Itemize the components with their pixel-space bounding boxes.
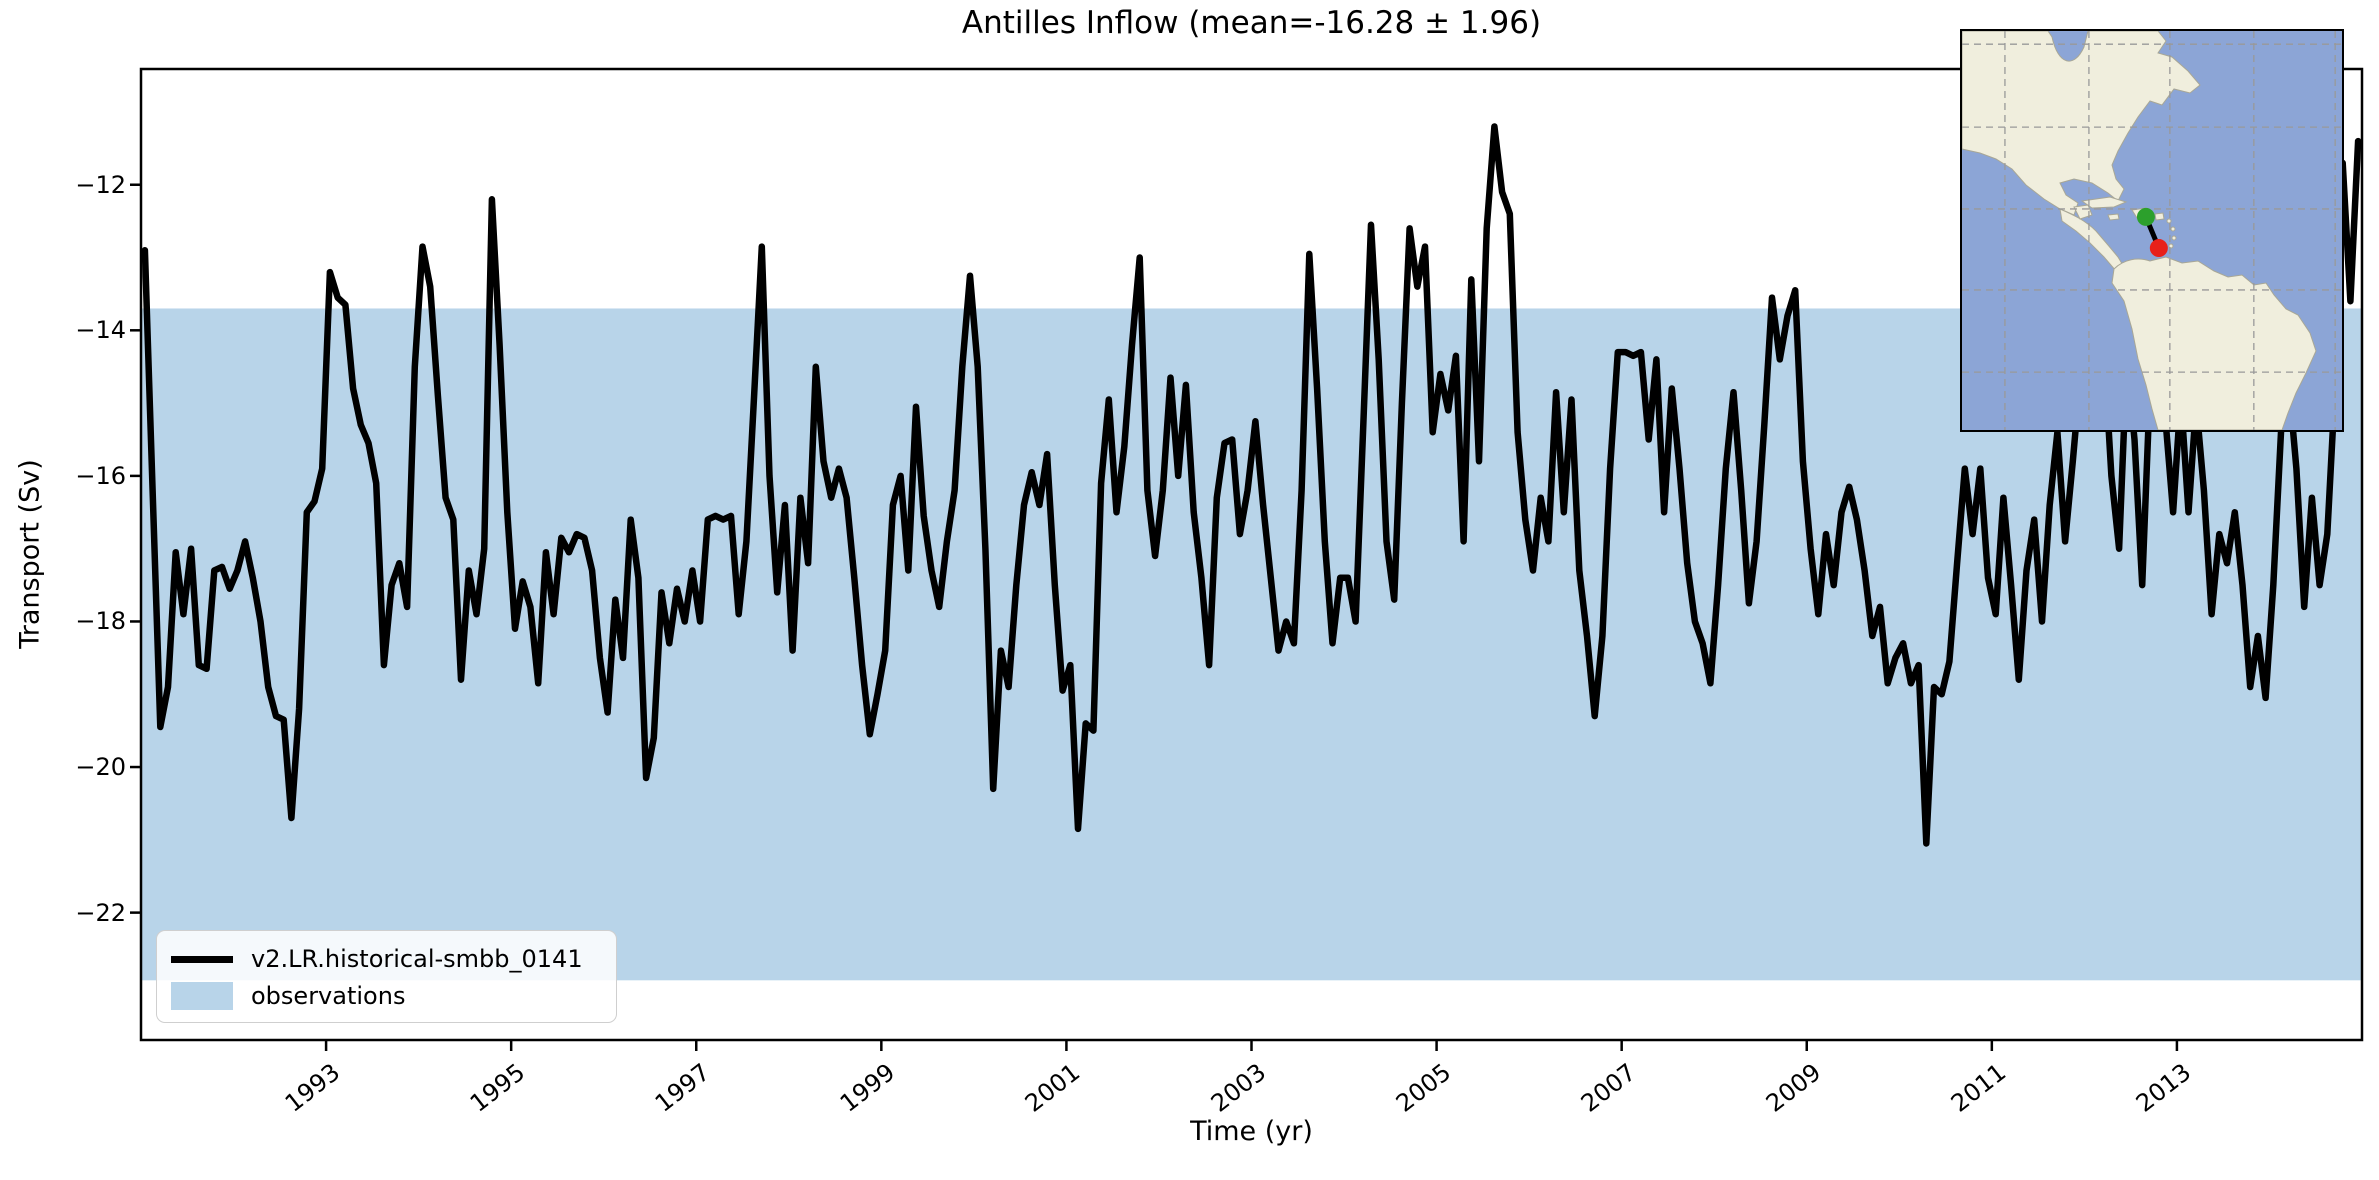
plot-spines — [139, 67, 2364, 1042]
inset-map — [1960, 29, 2344, 432]
model-line — [141, 123, 2362, 847]
land-south-america — [2111, 256, 2317, 430]
land-antilles-island — [2171, 235, 2177, 241]
transect-start-marker — [2136, 207, 2155, 226]
legend-label-model: v2.LR.historical-smbb_0141 — [251, 945, 583, 973]
legend: v2.LR.historical-smbb_0141 observations — [156, 930, 617, 1023]
legend-item-model: v2.LR.historical-smbb_0141 — [171, 941, 602, 977]
map-gridlines — [1962, 31, 2342, 430]
inset-map-svg — [1962, 31, 2342, 430]
y-tick-label: −20 — [75, 753, 126, 782]
y-tick-label: −16 — [75, 461, 126, 490]
legend-patch-swatch — [171, 982, 233, 1010]
plot-title: Antilles Inflow (mean=-16.28 ± 1.96) — [961, 5, 1542, 41]
map-land — [1962, 31, 2317, 430]
y-tick-label: −12 — [75, 170, 126, 199]
y-tick-label: −22 — [75, 898, 126, 927]
land-antilles-island — [2166, 218, 2172, 224]
legend-line-swatch — [171, 955, 233, 963]
land-jamaica — [2107, 213, 2120, 221]
axis-tick-marks — [130, 183, 2179, 1051]
x-axis-label: Time (yr) — [1190, 1116, 1313, 1147]
land-cuba — [2080, 196, 2128, 209]
y-tick-label: −18 — [75, 607, 126, 636]
land-puerto-rico — [2154, 212, 2165, 221]
transect-end-marker — [2149, 239, 2168, 258]
y-tick-label: −14 — [75, 316, 126, 345]
land-central-america — [2059, 208, 2125, 272]
legend-label-observations: observations — [251, 982, 406, 1010]
land-antilles-island — [2170, 226, 2176, 232]
legend-item-observations: observations — [171, 978, 602, 1014]
